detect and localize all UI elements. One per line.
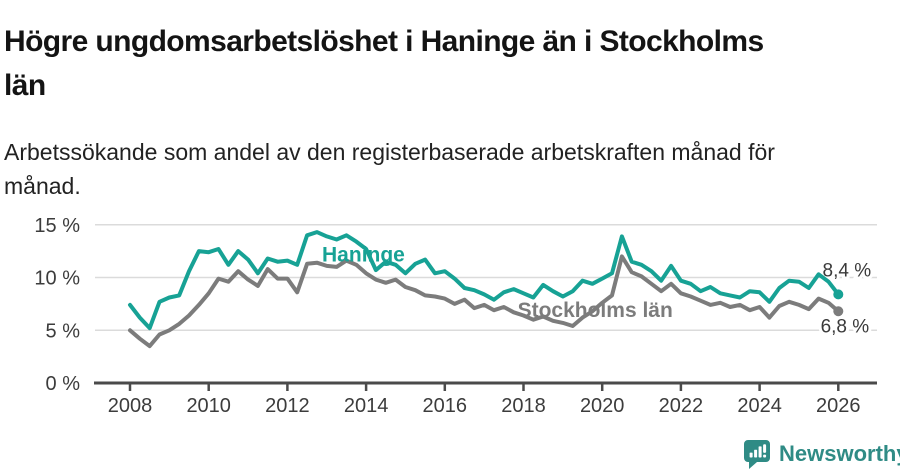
series-line-haninge xyxy=(128,230,841,331)
x-tick-label-2012: 2012 xyxy=(265,395,310,417)
logo-bar-small xyxy=(749,452,753,458)
newsworthy-logo-text: Newsworthy xyxy=(779,441,900,466)
x-tick-label-2016: 2016 xyxy=(423,395,468,417)
unemployment-line-chart: 0 % 5 % 10 % 15 % 6,8 % 8,4 % Stockholms län Ha… xyxy=(34,215,877,417)
x-tick-label-2010: 2010 xyxy=(186,395,231,417)
logo-exclamation-dot xyxy=(763,454,767,458)
y-tick-label-0: 0 % xyxy=(46,373,81,395)
chart-subtitle-line2: månad. xyxy=(4,173,81,199)
series-end-dot-stockholm xyxy=(833,306,844,317)
x-tick-label-2008: 2008 xyxy=(108,395,153,417)
logo-bar-medium xyxy=(754,449,758,458)
x-tick-label-2024: 2024 xyxy=(737,395,782,417)
newsworthy-logo[interactable]: Newsworthy xyxy=(744,440,900,469)
series-label-haninge: Haninge xyxy=(322,243,405,266)
chart-subtitle-line1: Arbetssökande som andel av den registerb… xyxy=(4,139,775,165)
page-title: Högre ungdomsarbetslöshet i Haninge än i… xyxy=(4,20,900,108)
logo-exclamation-stroke xyxy=(763,444,767,453)
x-tick-label-2018: 2018 xyxy=(501,395,546,417)
x-tick-label-2014: 2014 xyxy=(344,395,389,417)
end-value-label-stockholm: 6,8 % xyxy=(821,317,870,338)
y-tick-label-10: 10 % xyxy=(34,268,80,290)
page-title-line2: län xyxy=(4,69,46,103)
logo-bar-tall xyxy=(758,446,762,458)
page-title-line1: Högre ungdomsarbetslöshet i Haninge än i… xyxy=(4,25,764,59)
x-tick-label-2026: 2026 xyxy=(816,395,861,417)
y-tick-label-5: 5 % xyxy=(46,320,81,342)
y-tick-label-15: 15 % xyxy=(34,215,80,237)
chart-subtitle: Arbetssökande som andel av den registerb… xyxy=(4,135,884,203)
series-end-dot-haninge xyxy=(833,289,844,300)
newsworthy-logo-icon xyxy=(744,440,770,469)
end-value-label-haninge: 8,4 % xyxy=(823,261,872,282)
series-label-stockholm: Stockholms län xyxy=(518,299,673,322)
series-line-stockholm xyxy=(128,254,841,349)
x-tick-label-2020: 2020 xyxy=(580,395,625,417)
x-tick-label-2022: 2022 xyxy=(659,395,704,417)
